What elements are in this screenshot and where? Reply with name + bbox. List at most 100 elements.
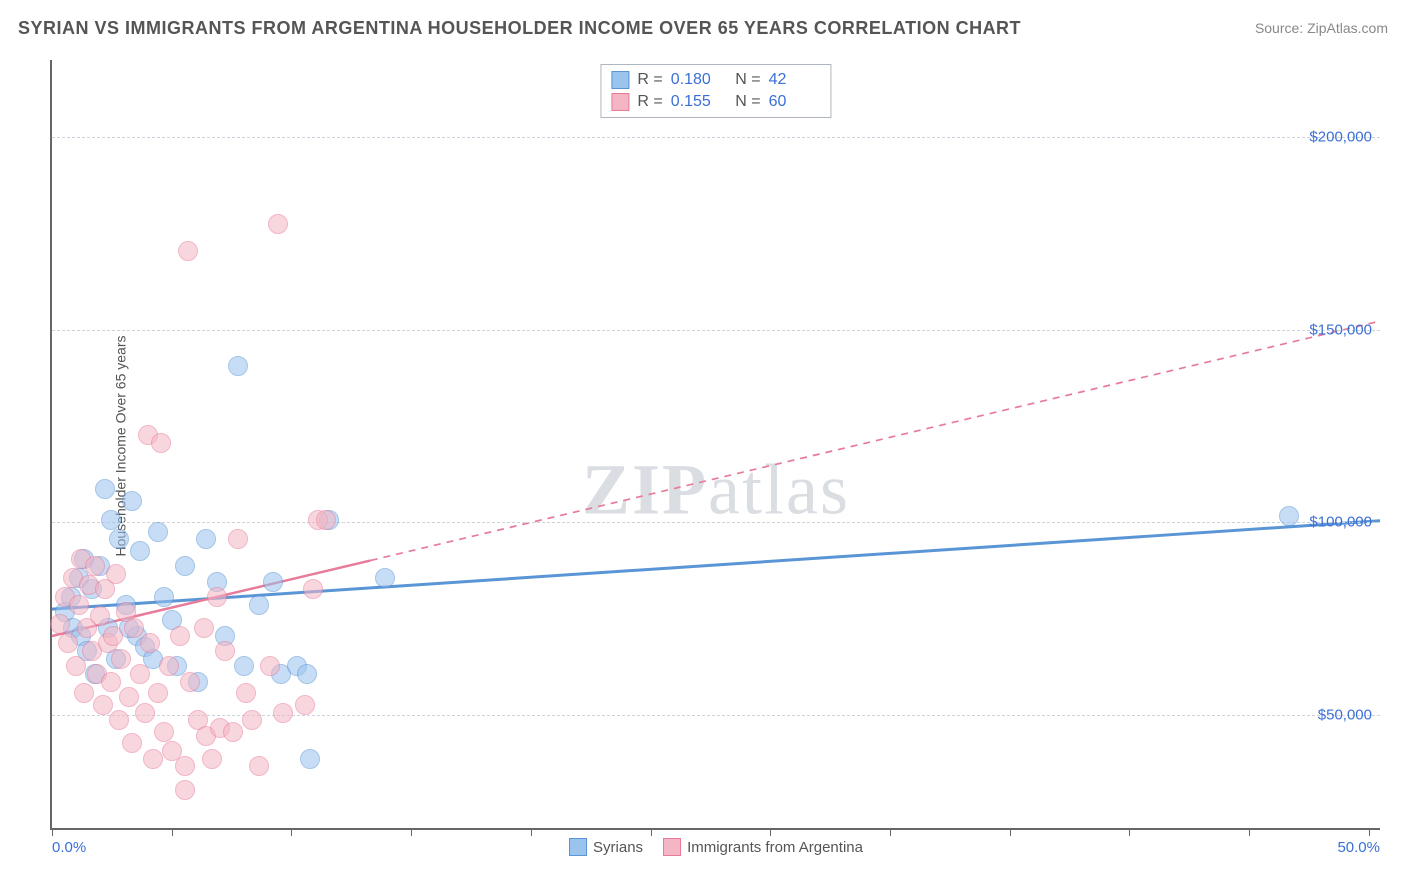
x-axis-min-label: 0.0% (52, 839, 86, 856)
legend-swatch (611, 93, 629, 111)
data-point (375, 568, 395, 588)
legend-label: Immigrants from Argentina (687, 839, 863, 856)
gridline (52, 330, 1380, 331)
data-point (69, 595, 89, 615)
legend-item: Syrians (569, 838, 643, 856)
data-point (122, 491, 142, 511)
data-point (228, 356, 248, 376)
data-point (154, 587, 174, 607)
data-point (236, 683, 256, 703)
data-point (297, 664, 317, 684)
data-point (130, 541, 150, 561)
data-point (159, 656, 179, 676)
data-point (273, 703, 293, 723)
data-point (215, 641, 235, 661)
data-point (66, 656, 86, 676)
x-tick (770, 828, 771, 836)
stats-box: R = 0.180 N = 42 R = 0.155 N = 60 (600, 64, 831, 118)
data-point (148, 683, 168, 703)
stat-n-value: 42 (769, 71, 821, 89)
stats-row: R = 0.155 N = 60 (611, 91, 820, 113)
y-tick-label: $150,000 (1309, 321, 1372, 338)
data-point (111, 649, 131, 669)
data-point (85, 556, 105, 576)
data-point (106, 564, 126, 584)
stat-n-value: 60 (769, 93, 821, 111)
data-point (148, 522, 168, 542)
data-point (103, 626, 123, 646)
x-axis-max-label: 50.0% (1337, 839, 1380, 856)
data-point (194, 618, 214, 638)
data-point (130, 664, 150, 684)
plot-area: ZIPatlas R =0.180 N =42R =0.155 N =60 Sy… (50, 60, 1380, 830)
x-tick (1010, 828, 1011, 836)
bottom-legend: Syrians Immigrants from Argentina (569, 838, 863, 856)
data-point (300, 749, 320, 769)
legend-label: Syrians (593, 839, 643, 856)
data-point (124, 618, 144, 638)
data-point (202, 749, 222, 769)
data-point (101, 510, 121, 530)
data-point (260, 656, 280, 676)
watermark: ZIPatlas (582, 449, 850, 532)
data-point (196, 529, 216, 549)
data-point (316, 510, 336, 530)
gridline (52, 137, 1380, 138)
data-point (295, 695, 315, 715)
x-tick (651, 828, 652, 836)
data-point (151, 433, 171, 453)
chart-title: SYRIAN VS IMMIGRANTS FROM ARGENTINA HOUS… (18, 18, 1021, 39)
data-point (242, 710, 262, 730)
data-point (223, 722, 243, 742)
data-point (170, 626, 190, 646)
x-tick (531, 828, 532, 836)
data-point (234, 656, 254, 676)
data-point (228, 529, 248, 549)
y-tick-label: $200,000 (1309, 129, 1372, 146)
stat-n-label: N = (731, 71, 761, 89)
x-tick (1129, 828, 1130, 836)
stat-r-label: R = (637, 71, 662, 89)
data-point (1279, 506, 1299, 526)
y-tick-label: $50,000 (1318, 706, 1372, 723)
data-point (50, 614, 70, 634)
x-tick (411, 828, 412, 836)
data-point (58, 633, 78, 653)
data-point (207, 587, 227, 607)
data-point (143, 749, 163, 769)
gridline (52, 522, 1380, 523)
data-point (178, 241, 198, 261)
data-point (175, 780, 195, 800)
data-point (119, 687, 139, 707)
data-point (90, 606, 110, 626)
data-point (109, 529, 129, 549)
data-point (93, 695, 113, 715)
data-point (175, 756, 195, 776)
data-point (249, 595, 269, 615)
x-tick (1369, 828, 1370, 836)
data-point (74, 683, 94, 703)
data-point (249, 756, 269, 776)
stat-r-value: 0.180 (671, 71, 723, 89)
legend-item: Immigrants from Argentina (663, 838, 863, 856)
stat-n-label: N = (731, 93, 761, 111)
stats-row: R = 0.180 N = 42 (611, 69, 820, 91)
data-point (140, 633, 160, 653)
chart-source: Source: ZipAtlas.com (1255, 20, 1388, 36)
data-point (135, 703, 155, 723)
data-point (154, 722, 174, 742)
data-point (95, 479, 115, 499)
data-point (101, 672, 121, 692)
stat-r-value: 0.155 (671, 93, 723, 111)
x-tick (1249, 828, 1250, 836)
data-point (303, 579, 323, 599)
data-point (175, 556, 195, 576)
data-point (263, 572, 283, 592)
x-tick (172, 828, 173, 836)
data-point (180, 672, 200, 692)
data-point (109, 710, 129, 730)
stat-r-label: R = (637, 93, 662, 111)
legend-swatch (569, 838, 587, 856)
x-tick (890, 828, 891, 836)
y-tick-label: $100,000 (1309, 514, 1372, 531)
